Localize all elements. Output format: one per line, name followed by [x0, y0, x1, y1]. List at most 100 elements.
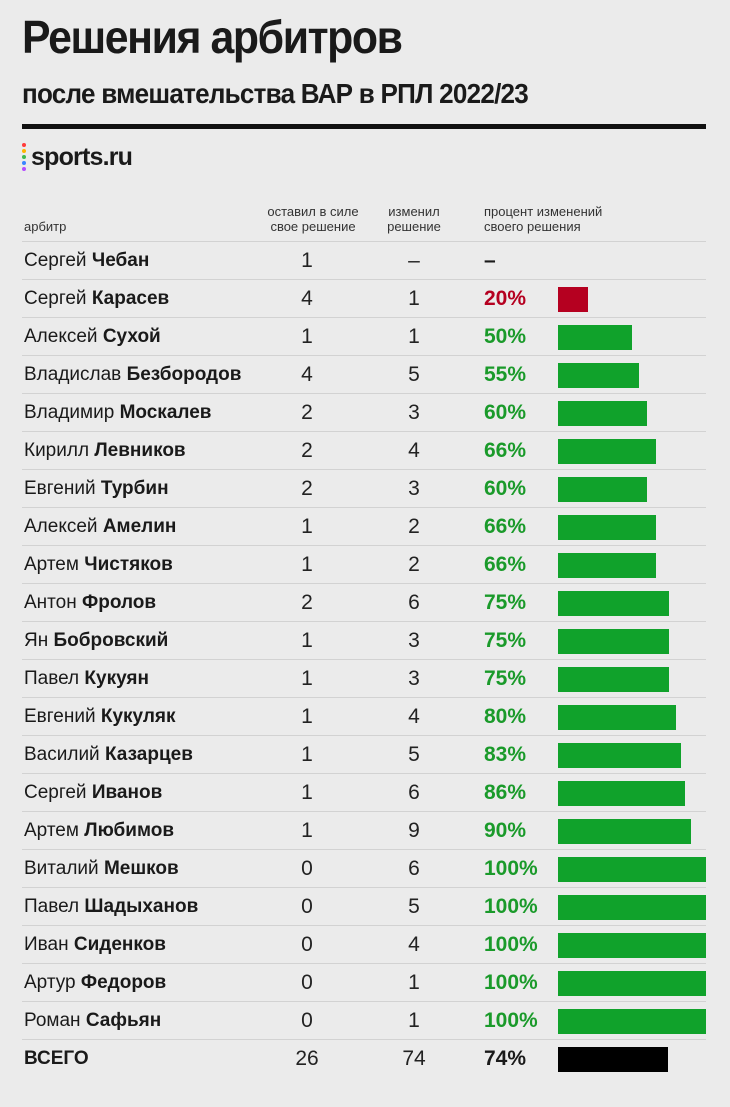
changed-count: 1 [408, 971, 420, 994]
table-row: Сергей Иванов 1 6 86% [22, 773, 706, 812]
change-percent-bar [558, 971, 706, 996]
referee-first-name: Василий [24, 744, 100, 765]
referee-name: Антон Фролов [24, 584, 156, 622]
table-row: Сергей Карасев 4 1 20% [22, 279, 706, 318]
column-header-percent-line2: своего решения [484, 219, 581, 234]
referee-last-name: Чебан [91, 250, 150, 271]
referee-first-name: Артур [24, 972, 76, 993]
change-percent-bar [558, 591, 669, 616]
changed-count: 1 [408, 1009, 420, 1032]
kept-count: 1 [301, 553, 313, 576]
total-kept: 26 [295, 1047, 319, 1070]
change-percent-bar [558, 819, 691, 844]
change-percent: 66% [484, 553, 527, 576]
kept-count: 0 [301, 971, 313, 994]
kept-count: 2 [301, 439, 313, 462]
change-percent: – [484, 249, 496, 272]
referee-first-name: Евгений [24, 478, 96, 499]
referee-name: Владимир Москалев [24, 394, 211, 432]
table-row: Артем Любимов 1 9 90% [22, 811, 706, 850]
column-header-referee: арбитр [24, 219, 67, 234]
change-percent-bar [558, 287, 588, 312]
change-percent: 75% [484, 591, 527, 614]
kept-count: 2 [301, 591, 313, 614]
referee-first-name: Евгений [24, 706, 96, 727]
referee-name: Иван Сиденков [24, 926, 166, 964]
referee-name: Артем Чистяков [24, 546, 173, 584]
column-header-percent: процент изменений своего решения [484, 204, 602, 234]
kept-count: 1 [301, 667, 313, 690]
referee-last-name: Москалев [119, 402, 212, 423]
referee-last-name: Чистяков [84, 554, 173, 575]
change-percent: 60% [484, 401, 527, 424]
changed-count: 2 [408, 515, 420, 538]
change-percent-bar [558, 895, 706, 920]
kept-count: 2 [301, 401, 313, 424]
referee-last-name: Амелин [102, 516, 177, 537]
change-percent-bar [558, 439, 656, 464]
changed-count: 3 [408, 667, 420, 690]
page-title: Решения арбитров [22, 11, 403, 63]
referee-name: Владислав Безбородов [24, 356, 241, 394]
referee-name: Артем Любимов [24, 812, 174, 850]
kept-count: 1 [301, 743, 313, 766]
column-header-kept: оставил в силе свое решение [255, 204, 371, 234]
logo-dot [22, 149, 26, 153]
referee-last-name: Иванов [91, 782, 163, 803]
referee-first-name: Антон [24, 592, 77, 613]
table-row: Виталий Мешков 0 6 100% [22, 849, 706, 888]
referee-first-name: Сергей [24, 250, 87, 271]
change-percent-bar [558, 705, 676, 730]
referee-last-name: Федоров [80, 972, 167, 993]
kept-count: 4 [301, 287, 313, 310]
kept-count: 1 [301, 629, 313, 652]
changed-count: 1 [408, 287, 420, 310]
table-row: Владислав Безбородов 4 5 55% [22, 355, 706, 394]
change-percent-bar [558, 553, 656, 578]
change-percent: 83% [484, 743, 527, 766]
referee-first-name: Артем [24, 820, 79, 841]
kept-count: 0 [301, 857, 313, 880]
changed-count: 2 [408, 553, 420, 576]
table-row: Антон Фролов 2 6 75% [22, 583, 706, 622]
table-row: Алексей Сухой 1 1 50% [22, 317, 706, 356]
change-percent-bar [558, 629, 669, 654]
referee-name: Сергей Чебан [24, 242, 149, 280]
referee-first-name: Сергей [24, 288, 87, 309]
changed-count: 5 [408, 895, 420, 918]
change-percent-bar [558, 933, 706, 958]
change-percent: 60% [484, 477, 527, 500]
logo-dot [22, 161, 26, 165]
referee-name: Виталий Мешков [24, 850, 179, 888]
change-percent: 50% [484, 325, 527, 348]
change-percent: 55% [484, 363, 527, 386]
total-changed: 74 [402, 1047, 426, 1070]
kept-count: 1 [301, 325, 313, 348]
changed-count: 3 [408, 629, 420, 652]
change-percent: 66% [484, 439, 527, 462]
changed-count: 5 [408, 743, 420, 766]
table-row: Алексей Амелин 1 2 66% [22, 507, 706, 546]
change-percent-bar [558, 515, 656, 540]
total-percent: 74% [484, 1047, 527, 1070]
change-percent: 100% [484, 1009, 538, 1032]
change-percent: 20% [484, 287, 527, 310]
changed-count: 3 [408, 401, 420, 424]
column-header-kept-line2: свое решение [270, 219, 356, 234]
changed-count: 3 [408, 477, 420, 500]
change-percent-bar [558, 477, 647, 502]
change-percent-bar [558, 857, 706, 882]
referee-name: Василий Казарцев [24, 736, 193, 774]
referee-last-name: Казарцев [104, 744, 193, 765]
total-label: ВСЕГО [24, 1048, 89, 1069]
kept-count: 0 [301, 933, 313, 956]
referee-last-name: Фролов [82, 592, 157, 613]
change-percent-bar [558, 325, 632, 350]
referee-first-name: Виталий [24, 858, 99, 879]
change-percent: 90% [484, 819, 527, 842]
kept-count: 4 [301, 363, 313, 386]
kept-count: 1 [301, 249, 313, 272]
referee-first-name: Артем [24, 554, 79, 575]
referee-last-name: Кукуляк [100, 706, 176, 727]
change-percent: 75% [484, 629, 527, 652]
